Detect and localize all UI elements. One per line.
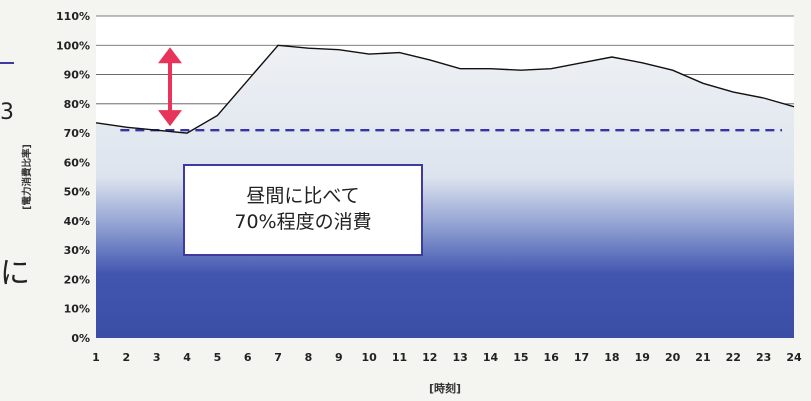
x-tick-label: 13 bbox=[453, 351, 468, 364]
x-tick-label: 16 bbox=[544, 351, 560, 364]
x-tick-label: 3 bbox=[153, 351, 161, 364]
annotation-box: 昼間に比べて 70%程度の消費 bbox=[183, 164, 423, 256]
series-line bbox=[95, 44, 795, 134]
x-axis-label: [時刻] bbox=[429, 381, 461, 395]
x-tick-label: 19 bbox=[635, 351, 650, 364]
area-fill bbox=[96, 45, 794, 339]
x-tick-label: 1 bbox=[92, 351, 100, 364]
x-tick-label: 2 bbox=[123, 351, 131, 364]
left-edge-text: に bbox=[0, 256, 30, 291]
y-tick-label: 70% bbox=[64, 127, 90, 140]
y-tick-label: 30% bbox=[64, 244, 90, 257]
annotation-line-2: 70%程度の消費 bbox=[234, 211, 372, 233]
y-tick-label: 80% bbox=[64, 98, 90, 111]
left-decor-line bbox=[0, 62, 14, 64]
y-tick-label: 20% bbox=[64, 273, 90, 286]
x-tick-label: 17 bbox=[574, 351, 589, 364]
x-tick-label: 9 bbox=[335, 351, 343, 364]
x-tick-label: 24 bbox=[786, 351, 802, 364]
x-tick-label: 15 bbox=[513, 351, 528, 364]
y-tick-label: 110% bbox=[56, 10, 90, 23]
y-tick-label: 10% bbox=[64, 303, 90, 316]
y-tick-label: 100% bbox=[56, 39, 90, 52]
x-tick-label: 12 bbox=[422, 351, 437, 364]
x-tick-label: 23 bbox=[756, 351, 771, 364]
x-tick-label: 11 bbox=[392, 351, 407, 364]
arrow-head-down bbox=[158, 110, 182, 127]
x-tick-label: 5 bbox=[214, 351, 222, 364]
x-tick-label: 18 bbox=[604, 351, 619, 364]
x-tick-label: 20 bbox=[665, 351, 681, 364]
y-tick-label: 60% bbox=[64, 156, 90, 169]
y-axis-label: [電力消費比率] bbox=[21, 144, 33, 210]
arrow-head-up bbox=[158, 47, 182, 64]
y-tick-label: 50% bbox=[64, 186, 90, 199]
y-tick-label: 40% bbox=[64, 215, 90, 228]
x-tick-label: 10 bbox=[361, 351, 377, 364]
y-tick-label: 0% bbox=[71, 332, 90, 345]
x-tick-label: 6 bbox=[244, 351, 252, 364]
left-edge-char: 3 bbox=[0, 100, 14, 125]
x-tick-label: 4 bbox=[183, 351, 191, 364]
y-tick-label: 90% bbox=[64, 69, 90, 82]
x-tick-label: 21 bbox=[695, 351, 710, 364]
x-tick-label: 14 bbox=[483, 351, 499, 364]
x-tick-label: 8 bbox=[305, 351, 313, 364]
annotation-line-1: 昼間に比べて bbox=[246, 185, 360, 208]
x-tick-label: 22 bbox=[726, 351, 741, 364]
x-tick-label: 7 bbox=[274, 351, 282, 364]
